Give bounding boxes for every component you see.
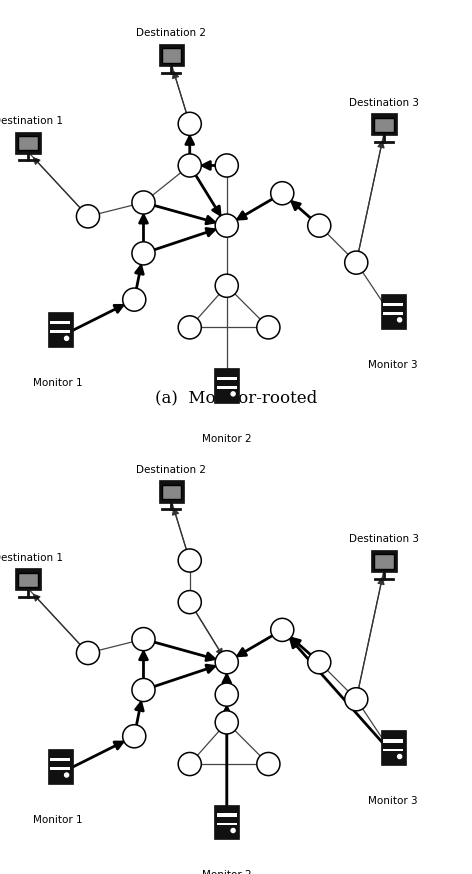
Bar bbox=[383, 748, 404, 752]
Circle shape bbox=[178, 591, 201, 614]
Circle shape bbox=[132, 242, 155, 265]
FancyBboxPatch shape bbox=[159, 481, 184, 503]
FancyBboxPatch shape bbox=[48, 749, 73, 784]
Text: Monitor 2: Monitor 2 bbox=[202, 434, 252, 444]
Text: Destination 2: Destination 2 bbox=[136, 28, 206, 38]
Text: Monitor 1: Monitor 1 bbox=[33, 815, 83, 825]
FancyBboxPatch shape bbox=[161, 48, 181, 63]
Circle shape bbox=[132, 678, 155, 702]
FancyBboxPatch shape bbox=[374, 554, 394, 569]
Circle shape bbox=[132, 191, 155, 214]
Circle shape bbox=[257, 753, 280, 775]
Circle shape bbox=[178, 112, 201, 135]
Bar bbox=[217, 377, 237, 380]
Bar bbox=[383, 739, 404, 743]
Circle shape bbox=[270, 618, 294, 642]
Circle shape bbox=[308, 651, 331, 674]
Bar bbox=[217, 386, 237, 389]
Text: Destination 1: Destination 1 bbox=[0, 116, 63, 126]
Text: (a)  Monitor-rooted: (a) Monitor-rooted bbox=[155, 389, 317, 406]
FancyBboxPatch shape bbox=[15, 132, 41, 154]
Circle shape bbox=[215, 154, 238, 177]
Circle shape bbox=[215, 711, 238, 734]
Text: Destination 1: Destination 1 bbox=[0, 553, 63, 563]
Bar bbox=[217, 813, 237, 816]
Circle shape bbox=[231, 829, 235, 833]
Circle shape bbox=[65, 336, 68, 340]
Circle shape bbox=[132, 628, 155, 651]
FancyBboxPatch shape bbox=[161, 485, 181, 499]
Bar bbox=[383, 312, 404, 315]
Text: Monitor 1: Monitor 1 bbox=[33, 378, 83, 388]
Circle shape bbox=[231, 392, 235, 396]
Circle shape bbox=[215, 651, 238, 674]
FancyBboxPatch shape bbox=[214, 804, 239, 839]
Bar bbox=[50, 330, 70, 333]
Circle shape bbox=[215, 683, 238, 706]
FancyBboxPatch shape bbox=[48, 312, 73, 347]
Circle shape bbox=[257, 316, 280, 339]
Circle shape bbox=[123, 725, 146, 748]
Text: Monitor 3: Monitor 3 bbox=[369, 360, 418, 370]
Bar bbox=[383, 302, 404, 306]
FancyBboxPatch shape bbox=[371, 550, 397, 572]
Circle shape bbox=[76, 205, 100, 228]
Circle shape bbox=[270, 182, 294, 205]
Circle shape bbox=[308, 214, 331, 237]
Circle shape bbox=[178, 549, 201, 572]
Bar bbox=[217, 822, 237, 825]
Circle shape bbox=[65, 773, 68, 777]
Circle shape bbox=[215, 214, 238, 237]
Circle shape bbox=[178, 316, 201, 339]
Bar bbox=[50, 758, 70, 761]
Text: Destination 3: Destination 3 bbox=[349, 98, 419, 108]
Circle shape bbox=[178, 154, 201, 177]
Circle shape bbox=[345, 688, 368, 711]
FancyBboxPatch shape bbox=[18, 572, 37, 587]
Text: Destination 2: Destination 2 bbox=[136, 465, 206, 475]
Circle shape bbox=[397, 754, 402, 759]
FancyBboxPatch shape bbox=[380, 731, 406, 765]
Text: Monitor 3: Monitor 3 bbox=[369, 796, 418, 807]
Text: Destination 3: Destination 3 bbox=[349, 534, 419, 545]
Bar bbox=[50, 767, 70, 770]
Bar bbox=[50, 321, 70, 324]
FancyBboxPatch shape bbox=[380, 294, 406, 329]
FancyBboxPatch shape bbox=[374, 118, 394, 132]
Circle shape bbox=[215, 274, 238, 297]
FancyBboxPatch shape bbox=[159, 44, 184, 66]
Circle shape bbox=[76, 642, 100, 664]
Circle shape bbox=[345, 251, 368, 274]
FancyBboxPatch shape bbox=[371, 113, 397, 135]
FancyBboxPatch shape bbox=[18, 136, 37, 150]
Circle shape bbox=[123, 288, 146, 311]
Circle shape bbox=[397, 318, 402, 322]
Text: Monitor 2: Monitor 2 bbox=[202, 871, 252, 874]
FancyBboxPatch shape bbox=[15, 568, 41, 591]
FancyBboxPatch shape bbox=[214, 368, 239, 403]
Circle shape bbox=[178, 753, 201, 775]
